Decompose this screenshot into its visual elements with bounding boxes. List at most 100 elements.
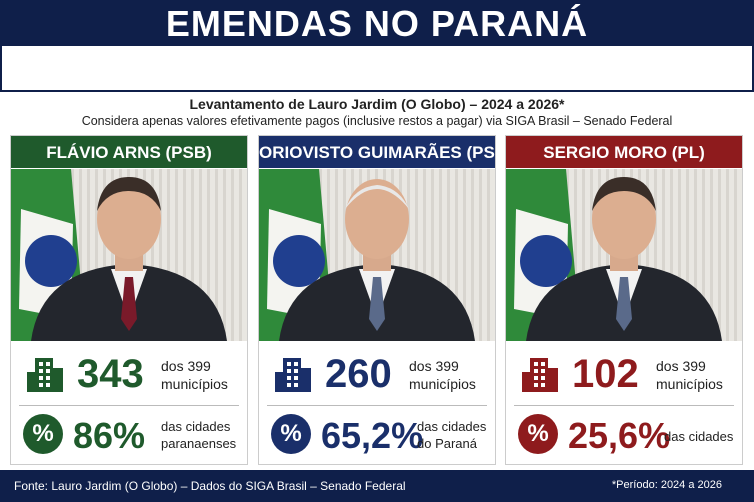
blind-stripe bbox=[199, 169, 202, 341]
building-icon bbox=[522, 358, 558, 392]
window bbox=[294, 362, 298, 366]
count-note: dos 399 bbox=[409, 358, 459, 374]
blind-stripe bbox=[479, 169, 482, 341]
blind-stripe bbox=[598, 169, 601, 341]
blind-stripe bbox=[423, 169, 426, 341]
blind-stripe bbox=[183, 169, 186, 341]
percent-note: do Paraná bbox=[417, 436, 477, 451]
divider bbox=[267, 405, 487, 406]
window bbox=[46, 383, 50, 387]
window bbox=[294, 376, 298, 380]
window bbox=[541, 383, 545, 387]
blind-stripe bbox=[447, 169, 450, 341]
blind-stripe bbox=[638, 169, 641, 341]
hair bbox=[592, 177, 656, 211]
blind-stripe bbox=[710, 169, 713, 341]
blind-stripe bbox=[335, 169, 338, 341]
count-note: municípios bbox=[161, 376, 228, 392]
blind-stripe bbox=[463, 169, 466, 341]
window bbox=[39, 369, 43, 373]
card: FLÁVIO ARNS (PSB) 343 dos 399 municípios% 86… bbox=[10, 135, 248, 465]
window bbox=[39, 383, 43, 387]
window bbox=[541, 362, 545, 366]
window bbox=[534, 362, 538, 366]
blind-stripe bbox=[223, 169, 226, 341]
blind-stripe bbox=[726, 169, 729, 341]
blind-stripe bbox=[686, 169, 689, 341]
blind-stripe bbox=[471, 169, 474, 341]
head bbox=[97, 179, 161, 259]
blind-stripe bbox=[399, 169, 402, 341]
building-icon bbox=[275, 358, 311, 392]
blind-stripe bbox=[143, 169, 146, 341]
head bbox=[592, 179, 656, 259]
blind-stripe bbox=[455, 169, 458, 341]
window bbox=[294, 383, 298, 387]
blind-stripe bbox=[654, 169, 657, 341]
window bbox=[46, 362, 50, 366]
percent-icon: % bbox=[271, 414, 311, 454]
blind-stripe bbox=[439, 169, 442, 341]
window bbox=[39, 362, 43, 366]
percent-note: das cidades bbox=[417, 419, 487, 434]
window bbox=[287, 369, 291, 373]
window bbox=[534, 369, 538, 373]
card: SERGIO MORO (PL) 102 dos 399 municípios% 25,… bbox=[505, 135, 743, 465]
blind-stripe bbox=[646, 169, 649, 341]
blind-stripe bbox=[590, 169, 593, 341]
building bbox=[275, 358, 311, 392]
percent-note: das cidades bbox=[664, 429, 734, 444]
window bbox=[287, 383, 291, 387]
hair bbox=[97, 177, 161, 211]
blind-stripe bbox=[734, 169, 737, 341]
blind-stripe bbox=[95, 169, 98, 341]
building-icon bbox=[27, 358, 63, 392]
count-note: dos 399 bbox=[656, 358, 706, 374]
footer-source: Fonte: Lauro Jardim (O Globo) – Dados do… bbox=[14, 479, 406, 493]
percent-value: 25,6% bbox=[568, 415, 671, 456]
portrait bbox=[259, 169, 495, 341]
percent-value: 86% bbox=[73, 415, 146, 456]
blind-stripe bbox=[487, 169, 490, 341]
window bbox=[294, 369, 298, 373]
blind-stripe bbox=[351, 169, 354, 341]
blind-stripe bbox=[151, 169, 154, 341]
blind-stripe bbox=[670, 169, 673, 341]
building bbox=[522, 358, 558, 392]
percent-icon: % bbox=[23, 414, 63, 454]
blind-stripe bbox=[159, 169, 162, 341]
card: ORIOVISTO GUIMARÃES (PSDB) 260 dos 399 muni… bbox=[258, 135, 525, 465]
blind-stripe bbox=[415, 169, 418, 341]
blind-stripe bbox=[431, 169, 434, 341]
card-header: ORIOVISTO GUIMARÃES (PSDB) bbox=[259, 136, 525, 168]
window bbox=[287, 376, 291, 380]
blind-stripe bbox=[79, 169, 82, 341]
count-note: municípios bbox=[409, 376, 476, 392]
banner-title: EMENDAS NO PARANÁ bbox=[0, 0, 754, 46]
count-value: 343 bbox=[77, 352, 144, 396]
window bbox=[534, 376, 538, 380]
card-header: FLÁVIO ARNS (PSB) bbox=[11, 136, 247, 168]
blind-stripe bbox=[215, 169, 218, 341]
blind-stripe bbox=[207, 169, 210, 341]
blind-stripe bbox=[191, 169, 194, 341]
blind-stripe bbox=[359, 169, 362, 341]
count-value: 102 bbox=[572, 352, 639, 396]
window bbox=[39, 376, 43, 380]
blind-stripe bbox=[167, 169, 170, 341]
window bbox=[534, 383, 538, 387]
card-header: SERGIO MORO (PL) bbox=[506, 136, 742, 168]
blind-stripe bbox=[678, 169, 681, 341]
flag-globe bbox=[520, 235, 572, 287]
blind-stripe bbox=[175, 169, 178, 341]
blind-stripe bbox=[694, 169, 697, 341]
building bbox=[27, 358, 63, 392]
window bbox=[541, 369, 545, 373]
subtitle-note: Considera apenas valores efetivamente pa… bbox=[81, 114, 673, 128]
subtitle: Levantamento de Lauro Jardim (O Globo) –… bbox=[189, 96, 565, 112]
count-note: municípios bbox=[656, 376, 723, 392]
tie bbox=[616, 277, 632, 331]
blind-stripe bbox=[391, 169, 394, 341]
window bbox=[287, 362, 291, 366]
